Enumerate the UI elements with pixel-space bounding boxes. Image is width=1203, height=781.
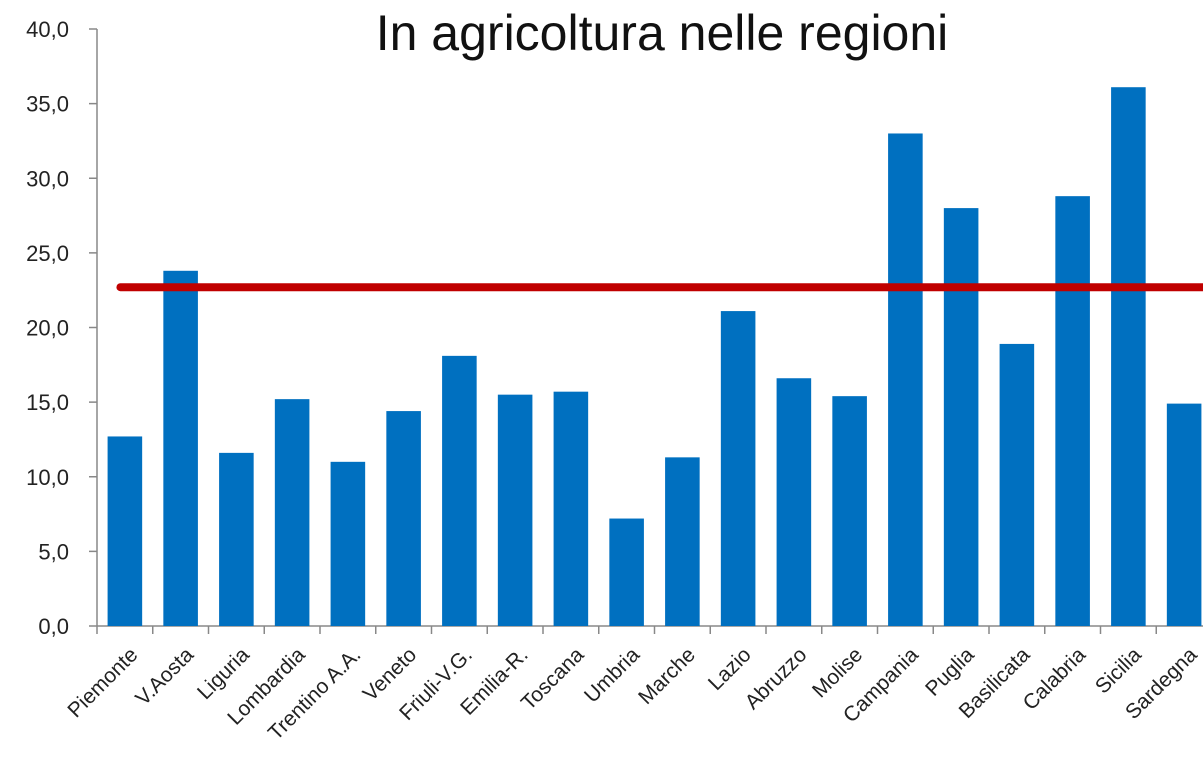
bar <box>943 208 979 626</box>
chart-title: In agricoltura nelle regioni <box>376 5 949 61</box>
bar <box>832 396 867 626</box>
bar <box>330 461 366 626</box>
y-tick-label: 5,0 <box>38 539 69 564</box>
bar <box>720 311 756 626</box>
y-tick-label: 30,0 <box>26 166 69 191</box>
x-labels: PiemonteV.AostaLiguriaLombardiaTrentino … <box>63 643 1201 745</box>
bar <box>1055 196 1090 626</box>
bar <box>386 411 421 626</box>
bar <box>442 355 477 626</box>
bar <box>274 399 310 626</box>
x-tick-label: Calabria <box>1019 643 1091 715</box>
bar <box>999 343 1035 626</box>
bar <box>553 391 589 626</box>
bar <box>665 457 700 626</box>
bar <box>1166 403 1202 626</box>
y-tick-label: 0,0 <box>38 614 69 639</box>
y-tick-label: 40,0 <box>26 17 69 42</box>
bars <box>107 87 1202 626</box>
y-tick-label: 20,0 <box>26 316 69 341</box>
x-tick-label: V.Aosta <box>131 643 198 710</box>
bar <box>107 436 143 626</box>
y-tick-label: 15,0 <box>26 390 69 415</box>
x-tick-label: Marche <box>634 643 700 709</box>
bar <box>1111 87 1146 626</box>
bar <box>497 394 533 626</box>
x-axis <box>96 625 1203 634</box>
y-axis: 0,0 5,0 10,0 15,0 20,0 25,0 30,0 35,0 40,0 <box>26 17 98 639</box>
x-tick-label: Abruzzo <box>741 643 812 714</box>
bar <box>888 133 923 626</box>
bar <box>163 270 198 626</box>
bar <box>776 378 812 626</box>
x-tick-label: Toscana <box>517 643 589 715</box>
y-tick-label: 35,0 <box>26 92 69 117</box>
x-tick-label: Lazio <box>704 643 756 695</box>
y-tick-label: 10,0 <box>26 465 69 490</box>
y-tick-label: 25,0 <box>26 241 69 266</box>
x-tick-label: Piemonte <box>63 643 142 722</box>
bar <box>609 518 644 626</box>
x-tick-label: Umbria <box>580 643 644 707</box>
bar <box>219 452 254 626</box>
